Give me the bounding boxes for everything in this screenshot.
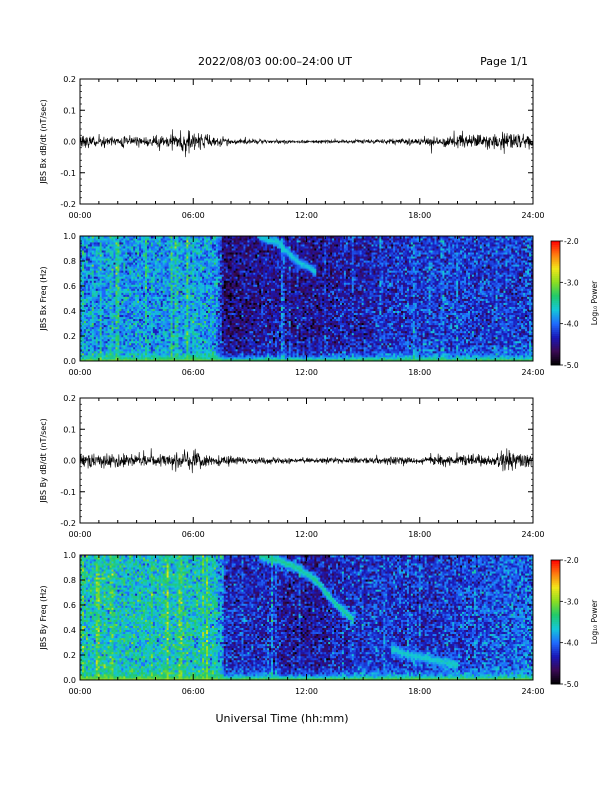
y-tick-label: 0.2: [63, 75, 76, 84]
y-tick-label: 0.1: [63, 106, 76, 115]
y-tick-label: 0.0: [63, 138, 76, 147]
x-tick-label: 24:00: [521, 211, 544, 220]
panel-bx-spectrogram: 00:00 06:00 12:00 18:00 24:001.00.80.60.40.2…: [39, 232, 599, 377]
x-tick-label: 00:00: [68, 211, 91, 220]
x-tick-label: 12:00: [295, 211, 318, 220]
figure-title: 2022/08/03 00:00–24:00 UT: [198, 55, 352, 68]
panel-bx-dbdt: 00:00 06:00 12:00 18:00 24:00 0.2 0.1 0.0 -0.1 -0…: [39, 75, 545, 220]
y-tick-label: -0.2: [60, 200, 76, 209]
x-tick-label: 18:00: [408, 211, 431, 220]
series-trace: [80, 129, 533, 157]
x-tick-label: 06:00: [182, 211, 205, 220]
page-number: Page 1/1: [480, 55, 528, 68]
y-axis-label: JBS Bx dB/dt (nT/sec): [39, 99, 48, 185]
y-tick-label: -0.1: [60, 169, 76, 178]
